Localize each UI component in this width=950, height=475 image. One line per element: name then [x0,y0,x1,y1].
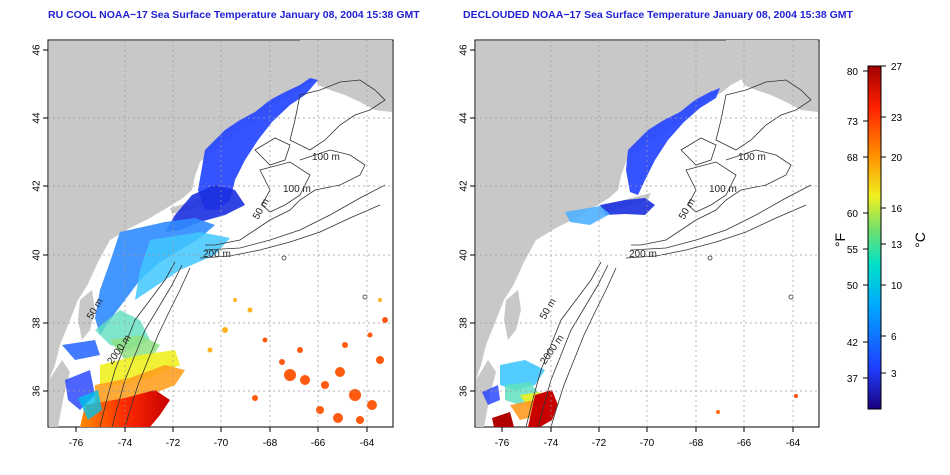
celsius-tick: 27 [891,62,903,73]
right-axis-ticks [470,49,794,432]
fahrenheit-tick: 42 [847,338,859,349]
right-land-mass [476,41,818,380]
left-x-tick: -72 [166,438,181,449]
fahrenheit-tick: 37 [847,374,859,385]
left-y-tick: 46 [32,44,43,56]
left-contour-label-200m: 200 m [203,249,231,260]
right-y-tick: 36 [459,385,470,397]
left-land-mass [49,41,392,380]
fahrenheit-tick: 60 [847,209,859,220]
left-bathymetry-contours [99,79,386,428]
right-y-tick: 44 [459,112,470,124]
left-y-tick: 42 [32,180,43,192]
left-map: 100 m 100 m 50 m 200 m 50 m 2000 m [32,39,394,449]
left-nova-scotia [300,40,392,112]
fahrenheit-tick: 80 [847,67,859,78]
right-x-tick: -74 [544,438,559,449]
right-map: 100 m 100 m 50 m 200 m 50 m 2000 m [459,39,820,449]
colorbar-gradient [867,65,882,410]
right-delmarva [504,290,521,340]
colorbar-ticks [863,65,886,379]
right-y-tick: 42 [459,180,470,192]
colorbar-fahrenheit-ticks: 80 73 68 60 55 50 42 37 [847,67,859,385]
left-y-tick-labels: 46 44 42 40 38 36 [32,44,43,397]
right-y-tick: 46 [459,44,470,56]
right-x-tick: -66 [737,438,752,449]
left-contour-label-100m-b: 100 m [283,184,311,195]
left-x-tick: -74 [118,438,133,449]
colorbar: 80 73 68 60 55 50 42 37 27 23 20 16 13 1… [832,62,928,410]
left-map-title: RU COOL NOAA−17 Sea Surface Temperature … [48,9,420,21]
colorbar-fahrenheit-label: °F [832,233,848,247]
right-x-tick: -76 [495,438,510,449]
right-contour-label-200m: 200 m [629,249,657,260]
celsius-tick: 13 [891,240,903,251]
right-x-tick: -70 [640,438,655,449]
right-x-tick-labels: -76 -74 -72 -70 -68 -66 -64 [495,438,801,449]
fahrenheit-tick: 73 [847,117,859,128]
left-x-tick: -70 [214,438,229,449]
right-x-tick: -64 [786,438,801,449]
right-contour-label-100m-b: 100 m [709,184,737,195]
left-x-tick: -66 [311,438,326,449]
right-contour-label-100m-a: 100 m [738,152,766,163]
celsius-tick: 16 [891,204,903,215]
left-x-tick: -64 [360,438,375,449]
right-y-tick: 40 [459,249,470,261]
celsius-tick: 23 [891,113,903,124]
celsius-tick: 10 [891,281,903,292]
left-y-tick: 36 [32,385,43,397]
left-axis-ticks [43,49,368,432]
left-south-coast [49,360,70,427]
left-x-tick-labels: -76 -74 -72 -70 -68 -66 -64 [69,438,375,449]
right-x-tick: -68 [689,438,704,449]
right-y-tick-labels: 46 44 42 40 38 36 [459,44,470,397]
right-nova-scotia [726,40,818,112]
right-map-title: DECLOUDED NOAA−17 Sea Surface Temperatur… [463,9,853,21]
left-contour-label-100m-a: 100 m [312,152,340,163]
left-sst-data [62,78,388,427]
fahrenheit-tick: 68 [847,153,859,164]
right-grid [475,40,819,427]
left-x-tick: -76 [69,438,84,449]
right-y-tick: 38 [459,317,470,329]
celsius-tick: 20 [891,153,903,164]
fahrenheit-tick: 55 [847,245,859,256]
left-delmarva [78,290,95,340]
fahrenheit-tick: 50 [847,281,859,292]
celsius-tick: 3 [891,369,897,380]
left-x-tick: -68 [263,438,278,449]
celsius-tick: 6 [891,332,897,343]
colorbar-celsius-label: °C [912,232,928,248]
left-y-tick: 38 [32,317,43,329]
right-x-tick: -72 [592,438,607,449]
left-y-tick: 40 [32,249,43,261]
colorbar-celsius-ticks: 27 23 20 16 13 10 6 3 [891,62,903,380]
left-y-tick: 44 [32,112,43,124]
